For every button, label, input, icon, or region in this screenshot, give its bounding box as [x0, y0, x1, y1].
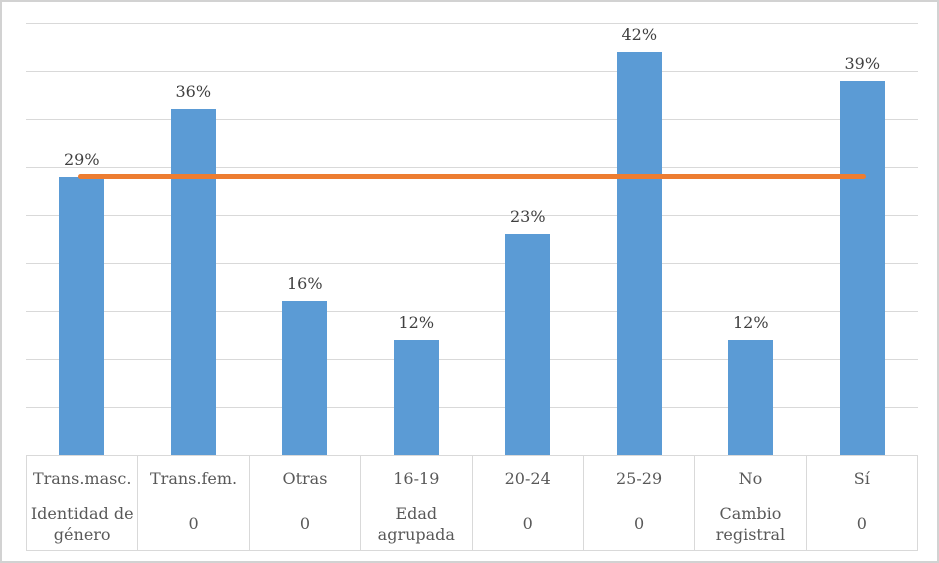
category-label: Sí: [853, 469, 870, 488]
gridline-25-percent: [26, 215, 918, 216]
data-label-20-24: 23%: [509, 207, 546, 227]
data-label-Trans.masc.: 29%: [63, 149, 100, 169]
bar-16-19: [393, 339, 439, 455]
category-label: No: [738, 469, 763, 488]
group-label: 0: [856, 514, 867, 533]
category-label: 16-19: [393, 469, 440, 488]
gridline-45-percent: [26, 23, 918, 24]
category-label: Trans.masc.: [32, 469, 132, 488]
category-label: 25-29: [616, 469, 663, 488]
axis-column-20-24: 20-24 0: [471, 456, 583, 550]
gridline-10-percent: [26, 359, 918, 360]
group-label: Identidad de género: [30, 503, 134, 544]
axis-column-Trans.masc.: Trans.masc. Identidad de género: [27, 456, 137, 550]
gridline-15-percent: [26, 311, 918, 312]
axis-column-Otras: Otras 0: [248, 456, 360, 550]
category-label: 20-24: [504, 469, 551, 488]
data-label-Trans.fem.: 36%: [175, 82, 212, 102]
gridline-20-percent: [26, 263, 918, 264]
gridline-5-percent: [26, 407, 918, 408]
bar-Trans.masc.: [59, 176, 105, 455]
bar-Trans.fem.: [170, 109, 216, 455]
group-label: 0: [188, 514, 199, 533]
group-label: Cambio registral: [715, 503, 786, 544]
bar-Sí: [839, 80, 885, 455]
data-label-16-19: 12%: [398, 312, 435, 332]
reference-line-29-percent: [77, 174, 867, 180]
axis-column-Sí: Sí 0: [805, 456, 917, 550]
bar-No: [728, 339, 774, 455]
data-label-No: 12%: [732, 312, 769, 332]
gridline-30-percent: [26, 167, 918, 168]
bar-Otras: [282, 301, 328, 455]
category-label: Otras: [282, 469, 328, 488]
gridline-35-percent: [26, 119, 918, 120]
group-label: 0: [633, 514, 645, 533]
data-label-Otras: 16%: [286, 274, 323, 294]
bar-20-24: [505, 234, 551, 455]
group-label: 0: [522, 514, 533, 533]
data-label-Sí: 39%: [844, 53, 881, 73]
data-label-25-29: 42%: [621, 24, 658, 44]
category-label: Trans.fem.: [150, 469, 238, 488]
group-label: 0: [299, 514, 311, 533]
axis-column-Trans.fem.: Trans.fem. 0: [137, 456, 248, 550]
gridline-40-percent: [26, 71, 918, 72]
group-label: Edad agrupada: [377, 503, 455, 544]
axis-column-25-29: 25-29 0: [582, 456, 694, 550]
axis-column-No: No Cambio registral: [694, 456, 805, 550]
bar-25-29: [616, 51, 662, 455]
category-axis-table: Trans.masc. Identidad de género Trans.fem.…: [26, 455, 918, 551]
axis-column-16-19: 16-19 Edad agrupada: [360, 456, 471, 550]
